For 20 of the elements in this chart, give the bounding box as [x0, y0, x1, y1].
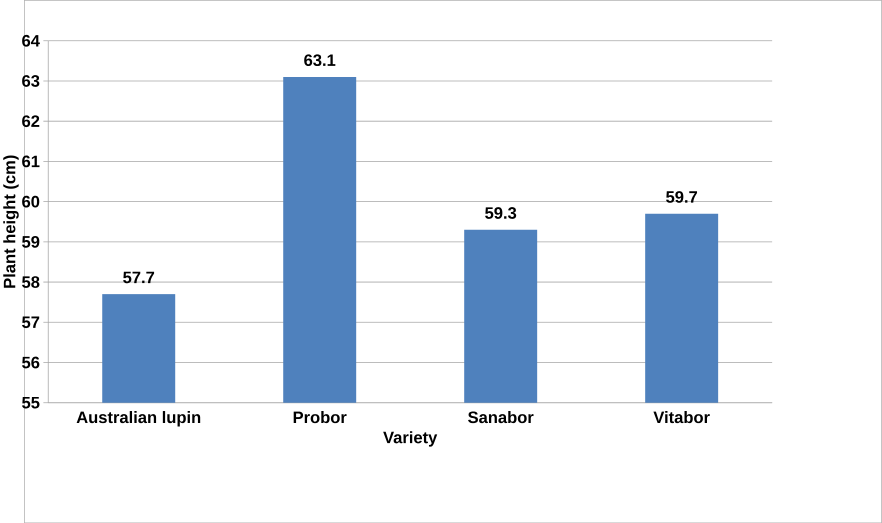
- y-tick-label: 62: [22, 115, 40, 127]
- data-label: 59.7: [666, 190, 698, 203]
- x-tick-label: Probor: [294, 410, 347, 424]
- x-axis-title: Variety: [383, 431, 438, 446]
- y-axis-title: Plant height (cm): [3, 155, 19, 288]
- y-tick-label: 57: [22, 316, 40, 328]
- x-tick-label: Australian lupin: [76, 410, 200, 426]
- y-tick-label: 61: [22, 155, 40, 168]
- y-tick-label: 64: [22, 34, 40, 46]
- data-label: 57.7: [123, 272, 154, 284]
- y-tick-label: 59: [22, 236, 40, 248]
- y-tick-label: 56: [22, 356, 40, 368]
- y-tick-label: 58: [22, 276, 40, 288]
- data-label: 63.1: [304, 54, 336, 66]
- y-tick-label: 60: [22, 196, 40, 208]
- x-tick-label: Vitabor: [653, 410, 710, 424]
- x-tick-label: Sanabor: [468, 410, 534, 424]
- y-tick-label: 63: [22, 74, 40, 87]
- y-tick-label: 55: [22, 396, 40, 408]
- data-label: 59.3: [485, 207, 516, 219]
